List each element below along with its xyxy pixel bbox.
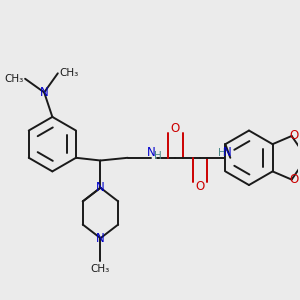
Text: N: N [96, 232, 105, 245]
Text: CH₃: CH₃ [91, 264, 110, 274]
Text: H: H [154, 151, 162, 161]
Text: N: N [96, 181, 105, 194]
Text: CH₃: CH₃ [59, 68, 79, 78]
Text: N: N [223, 146, 232, 159]
Text: O: O [195, 180, 205, 193]
Text: O: O [290, 130, 298, 142]
Text: H: H [218, 148, 225, 158]
Text: CH₃: CH₃ [4, 74, 24, 84]
Text: O: O [171, 122, 180, 135]
Text: O: O [290, 173, 298, 186]
Text: N: N [40, 86, 49, 99]
Text: N: N [146, 146, 155, 159]
